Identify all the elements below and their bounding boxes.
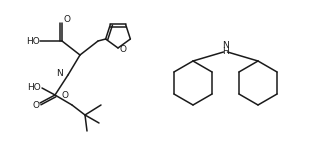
Text: O: O [61,90,68,99]
Text: O: O [33,102,40,111]
Text: N: N [222,42,229,51]
Text: H: H [222,47,229,57]
Text: O: O [120,44,127,53]
Text: HO: HO [26,37,40,45]
Text: O: O [63,15,71,24]
Text: HO: HO [27,82,41,91]
Text: N: N [56,68,63,77]
